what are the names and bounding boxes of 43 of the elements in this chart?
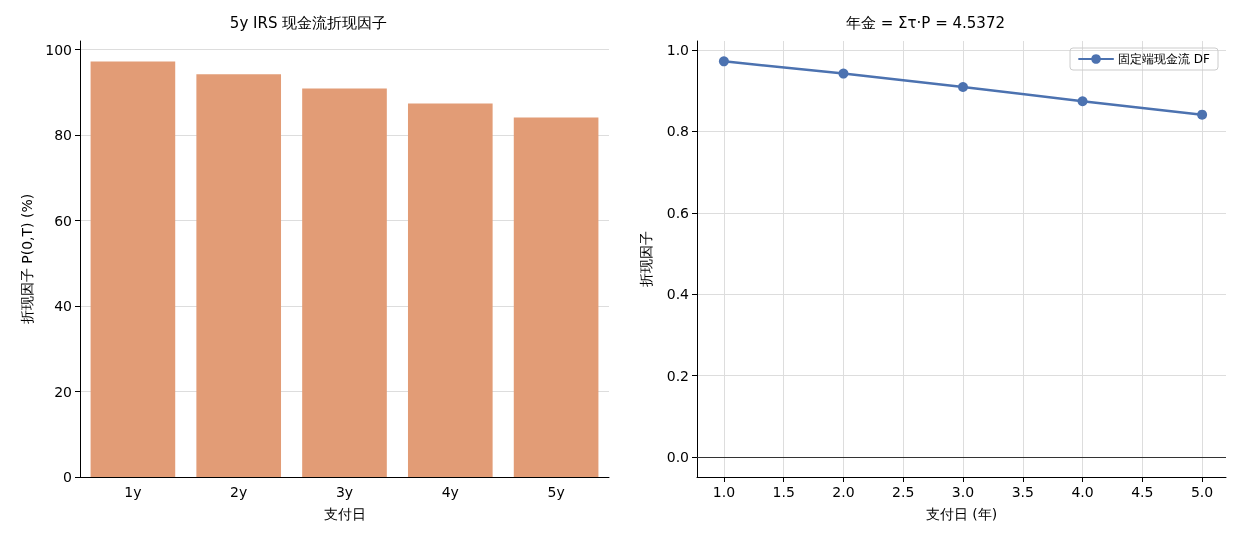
y-tick-label: 60 <box>54 212 72 229</box>
y-tick-label: 1.0 <box>666 41 689 58</box>
y-tick-label: 0.0 <box>666 449 689 466</box>
x-tick-label: 3y <box>335 484 354 500</box>
x-tick-label: 4y <box>441 484 459 500</box>
bar <box>513 117 599 477</box>
x-tick-label: 1y <box>124 484 142 500</box>
x-tick-label: 3.5 <box>1011 484 1034 500</box>
bar <box>407 103 493 477</box>
y-tick-label: 0.6 <box>666 204 690 221</box>
point <box>1197 109 1208 120</box>
y-tick-label: 100 <box>45 41 72 58</box>
point <box>838 68 849 79</box>
x-axis-title: 支付日 <box>323 506 366 522</box>
y-tick-label: 0 <box>63 469 72 485</box>
y-tick-label: 0.2 <box>666 367 689 384</box>
x-tick-label: 5.0 <box>1190 484 1214 500</box>
x-tick-label: 1.0 <box>712 484 736 500</box>
chart-title: 5y IRS 现金流折现因子 <box>229 13 388 32</box>
legend-label: 固定端现金流 DF <box>1118 52 1211 66</box>
y-tick-label: 20 <box>54 383 72 400</box>
y-axis-title: 折现因子 <box>638 231 654 287</box>
x-tick-label: 2y <box>230 484 248 500</box>
y-tick-label: 0.4 <box>666 286 690 303</box>
point <box>718 56 729 67</box>
x-tick-label: 3.0 <box>951 484 975 500</box>
y-tick-label: 40 <box>54 298 72 315</box>
bar <box>90 61 176 477</box>
point <box>958 82 968 92</box>
x-tick-label: 2.0 <box>832 484 855 500</box>
x-tick-label: 4.5 <box>1131 484 1154 500</box>
bar <box>196 74 282 477</box>
point <box>1077 96 1088 107</box>
bar <box>302 88 387 477</box>
x-axis-title: 支付日 (年) <box>925 506 998 522</box>
x-tick-label: 2.5 <box>892 484 915 500</box>
chart-title: 年金 = Στ·P = 4.5372 <box>845 13 1006 32</box>
y-tick-label: 80 <box>54 127 72 144</box>
x-tick-label: 5y <box>547 484 565 500</box>
y-axis-title: 折现因子 P(0,T) (%) <box>19 193 36 325</box>
x-tick-label: 1.5 <box>772 484 795 500</box>
x-tick-label: 4.0 <box>1071 484 1094 500</box>
y-tick-label: 0.8 <box>666 123 689 140</box>
